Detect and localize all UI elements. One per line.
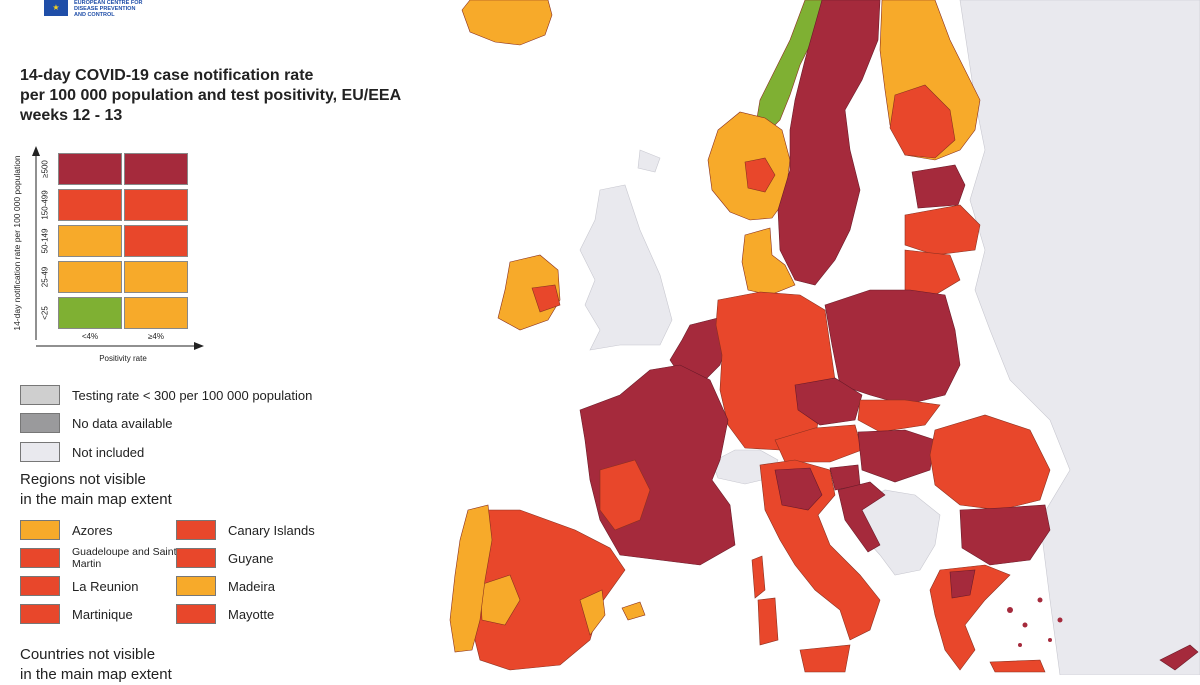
region-legend-item: Mayotte (176, 603, 274, 625)
map-country-denmark (741, 227, 796, 296)
map-region-italy-north (774, 467, 823, 511)
region-legend-item: Azores (20, 519, 112, 541)
legend-no-data-swatch (20, 413, 60, 433)
map-country-hungary (857, 429, 936, 483)
region-legend-item: La Reunion (20, 575, 139, 597)
map-country-latvia (904, 204, 981, 256)
region-legend-item: Madeira (176, 575, 275, 597)
map-region-not-included-uk (579, 184, 673, 351)
matrix-cell (124, 225, 188, 257)
region-legend-swatch (176, 520, 216, 540)
map-country-bulgaria (959, 504, 1051, 566)
matrix-cell (124, 189, 188, 221)
map-country-slovakia (857, 399, 941, 433)
map-country-germany (715, 291, 836, 451)
region-legend-swatch (20, 520, 60, 540)
region-legend-swatch (176, 604, 216, 624)
map-region-spain-east (579, 589, 606, 636)
region-legend-label: Madeira (228, 578, 275, 594)
matrix-y-tick: <25 (40, 306, 50, 320)
map-country-cyprus (1159, 644, 1199, 671)
map-region-crete (989, 659, 1046, 673)
map-region-not-included-greenland-edge (637, 149, 661, 173)
map-aegean-islands (1007, 597, 1063, 647)
region-legend-swatch (176, 548, 216, 568)
legend-testing-swatch (20, 385, 60, 405)
matrix-cell (58, 297, 122, 329)
matrix-y-tick: ≥500 (40, 160, 50, 178)
legend-not-included: Not included (20, 441, 144, 463)
map-region-greece-north (949, 569, 976, 599)
map-region-sardinia (757, 597, 779, 646)
region-legend-item: Canary Islands (176, 519, 315, 541)
map-country-france (579, 364, 736, 566)
region-legend-item: Guyane (176, 547, 274, 569)
region-legend-swatch (20, 604, 60, 624)
map-region-balearic (621, 601, 646, 621)
legend-no-data: No data available (20, 412, 172, 434)
region-legend-label: La Reunion (72, 578, 139, 594)
map-region-france-west (599, 459, 651, 531)
legend-not-included-swatch (20, 442, 60, 462)
matrix-y-tick: 25-49 (40, 266, 50, 288)
matrix-cell (58, 225, 122, 257)
map-country-sweden (777, 0, 881, 286)
legend-testing: Testing rate < 300 per 100 000 populatio… (20, 384, 312, 406)
region-legend-label: Guyane (228, 550, 274, 566)
regions-heading: Regions not visible in the main map exte… (20, 471, 172, 508)
map-country-czechia (794, 377, 863, 426)
matrix-cell (58, 189, 122, 221)
map-country-romania (929, 414, 1051, 511)
map-country-estonia (911, 164, 966, 209)
region-legend-swatch (176, 576, 216, 596)
region-legend-label: Canary Islands (228, 522, 315, 538)
matrix-y-tick: 150-499 (40, 190, 50, 220)
map-region-sicily (799, 644, 851, 673)
matrix-y-axis-title: 14-day notification rate per 100 000 pop… (12, 155, 22, 331)
map-country-portugal (449, 504, 493, 653)
map-region-spain-centre (479, 574, 521, 626)
matrix-cell (124, 297, 188, 329)
map-region-dublin (531, 284, 561, 313)
matrix-x-tick-low: <4% (81, 332, 99, 341)
map-country-greece (929, 564, 1011, 671)
map-region-oslo (744, 157, 776, 193)
map-region-finland-south (889, 84, 956, 159)
region-legend-swatch (20, 548, 60, 568)
matrix-cell (58, 261, 122, 293)
matrix-x-tick-high: ≥4% (148, 332, 164, 341)
matrix-cell (124, 261, 188, 293)
map-country-ireland (497, 254, 561, 331)
map-country-croatia (837, 481, 886, 553)
countries-heading: Countries not visible in the main map ex… (20, 646, 172, 683)
matrix-x-axis-title: Positivity rate (99, 354, 147, 363)
map-title: 14-day COVID-19 case notification rate p… (20, 67, 402, 124)
ecdc-logo-text: EUROPEAN CENTRE FOR DISEASE PREVENTION A… (74, 0, 143, 18)
map-country-poland (824, 289, 961, 406)
ecdc-logo: ★ EUROPEAN CENTRE FOR DISEASE PREVENTION… (44, 0, 144, 20)
map-region-corsica (751, 555, 766, 599)
region-legend-item: Guadeloupe and Saint Martin (20, 546, 182, 570)
region-legend-item: Martinique (20, 603, 133, 625)
map-country-iceland (461, 0, 553, 46)
region-legend-label: Mayotte (228, 606, 275, 622)
map-region-not-included-east (959, 0, 1200, 675)
matrix-cell (124, 153, 188, 185)
matrix-y-tick: 50-149 (40, 228, 50, 254)
eu-flag-icon: ★ (44, 0, 68, 16)
map-country-lithuania (904, 249, 961, 296)
region-legend-label: Martinique (72, 606, 133, 622)
region-legend-label: Guadeloupe and Saint Martin (72, 546, 177, 570)
matrix-cell (58, 153, 122, 185)
region-legend-label: Azores (72, 522, 113, 538)
region-legend-swatch (20, 576, 60, 596)
